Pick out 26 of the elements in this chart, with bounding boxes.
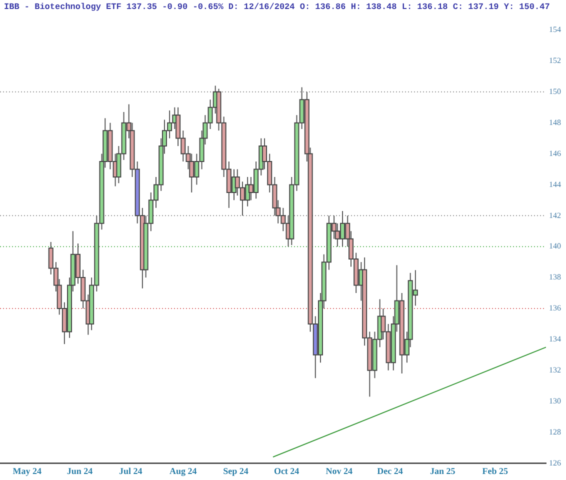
y-tick-label: 136	[549, 304, 561, 313]
y-tick-label: 144	[549, 180, 561, 189]
x-tick-label: Jun 24	[66, 466, 94, 476]
y-tick-label: 148	[549, 118, 561, 127]
x-tick-label: Aug 24	[170, 466, 198, 476]
y-tick-label: 150	[549, 86, 561, 96]
y-tick-label: 142	[549, 210, 561, 220]
x-tick-label: Sep 24	[223, 466, 249, 476]
x-tick-label: May 24	[12, 466, 42, 476]
x-tick-label: Oct 24	[274, 466, 300, 476]
x-tick-label: Nov 24	[326, 466, 354, 476]
chart-title: IBB - Biotechnology ETF 137.35 -0.90 -0.65% D: 12/16/2024 O: 136.86 H: 138.48 L: 136.18 C: 137.19 Y: 150.47	[4, 2, 551, 12]
x-tick-label: Dec 24	[377, 466, 404, 476]
y-tick-label: 152	[549, 56, 561, 66]
y-tick-label: 126	[549, 458, 561, 468]
x-tick-label: Jul 24	[118, 466, 143, 476]
x-tick-label: Jan 25	[430, 466, 456, 476]
y-tick-label: 140	[549, 242, 561, 251]
y-tick-label: 138	[549, 272, 561, 282]
y-tick-label: 134	[549, 334, 561, 344]
x-tick-label: Feb 25	[482, 466, 509, 476]
y-tick-label: 132	[549, 365, 561, 374]
y-tick-label: 130	[549, 396, 561, 406]
y-tick-label: 128	[549, 427, 561, 436]
y-tick-label: 146	[549, 148, 561, 158]
y-tick-label: 154	[549, 25, 561, 34]
